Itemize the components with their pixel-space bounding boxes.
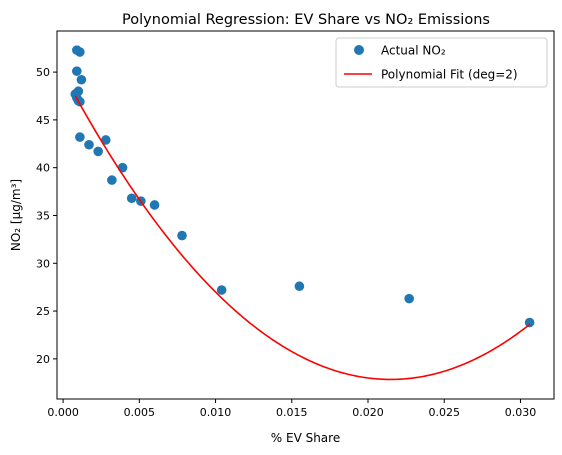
y-axis-ticks: 20 25 30 35 40 45 50 [36,66,57,366]
y-tick-label: 30 [36,257,50,270]
x-axis-label: % EV Share [271,431,340,445]
x-tick-label: 0.000 [47,406,79,419]
scatter-point [93,147,103,157]
x-tick-label: 0.020 [352,406,384,419]
scatter-point [72,66,82,76]
x-tick-label: 0.010 [200,406,232,419]
y-tick-label: 35 [36,209,50,222]
scatter-point [107,175,117,185]
x-tick-label: 0.030 [505,406,537,419]
x-axis-ticks: 0.000 0.005 0.010 0.015 0.020 0.025 0.030 [47,399,536,419]
y-tick-label: 50 [36,66,50,79]
legend-label-fit: Polynomial Fit (deg=2) [381,68,518,82]
scatter-point [150,200,160,210]
y-tick-label: 45 [36,114,50,127]
y-axis-label: NO₂ [µg/m³] [9,179,23,251]
scatter-point [404,294,414,304]
x-tick-label: 0.015 [276,406,308,419]
scatter-point [118,163,128,173]
scatter-point [127,193,137,203]
x-tick-label: 0.025 [428,406,460,419]
scatter-point [75,47,85,57]
scatter-point [295,281,305,291]
y-tick-label: 20 [36,353,50,366]
y-tick-label: 25 [36,305,50,318]
y-tick-label: 40 [36,162,50,175]
legend: Actual NO₂ Polynomial Fit (deg=2) [336,38,547,87]
scatter-point [217,285,227,295]
legend-label-actual: Actual NO₂ [381,44,446,58]
scatter-point [84,140,94,150]
scatter-point [75,132,85,142]
x-tick-label: 0.005 [124,406,156,419]
chart-title: Polynomial Regression: EV Share vs NO₂ E… [122,12,490,28]
legend-scatter-marker [354,45,364,55]
scatter-point [177,231,187,241]
scatter-point [77,75,87,85]
scatter-point [525,318,535,328]
